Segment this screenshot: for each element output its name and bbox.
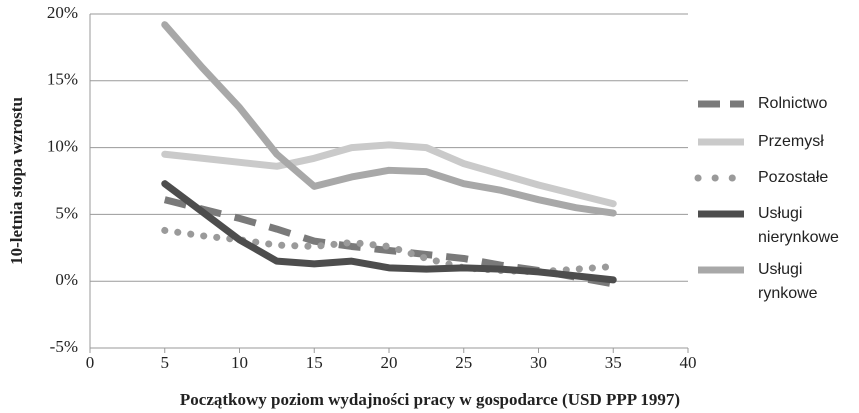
y-tick-label: -5% [50,337,78,356]
x-tick-label: 40 [680,353,697,372]
series-line [161,180,617,284]
y-tick-label: 15% [47,70,78,89]
y-axis-label: 10-letnia stopa wzrostu [7,97,26,265]
series-line [161,21,617,217]
x-tick-label: 30 [530,353,547,372]
y-tick-label: 5% [55,203,78,222]
x-tick-label: 5 [161,353,170,372]
legend-label: Rolnictwo [758,95,828,112]
x-tick-label: 10 [231,353,248,372]
y-tick-label: 20% [47,3,78,22]
legend-label: Przemysł [758,133,824,150]
x-tick-label: 0 [86,353,95,372]
x-axis-label: Początkowy poziom wydajności pracy w gos… [180,390,680,409]
legend-label: Usługi nierynkowe [758,205,839,246]
series-line [161,141,617,208]
x-tick-label: 15 [306,353,323,372]
y-tick-label: 10% [47,137,78,156]
x-tick-label: 20 [381,353,398,372]
y-tick-label: 0% [55,270,78,289]
x-tick-label: 25 [455,353,472,372]
legend-label: Usługi rynkowe [758,261,818,302]
x-tick-label: 35 [605,353,622,372]
legend-label: Pozostałe [758,169,829,186]
